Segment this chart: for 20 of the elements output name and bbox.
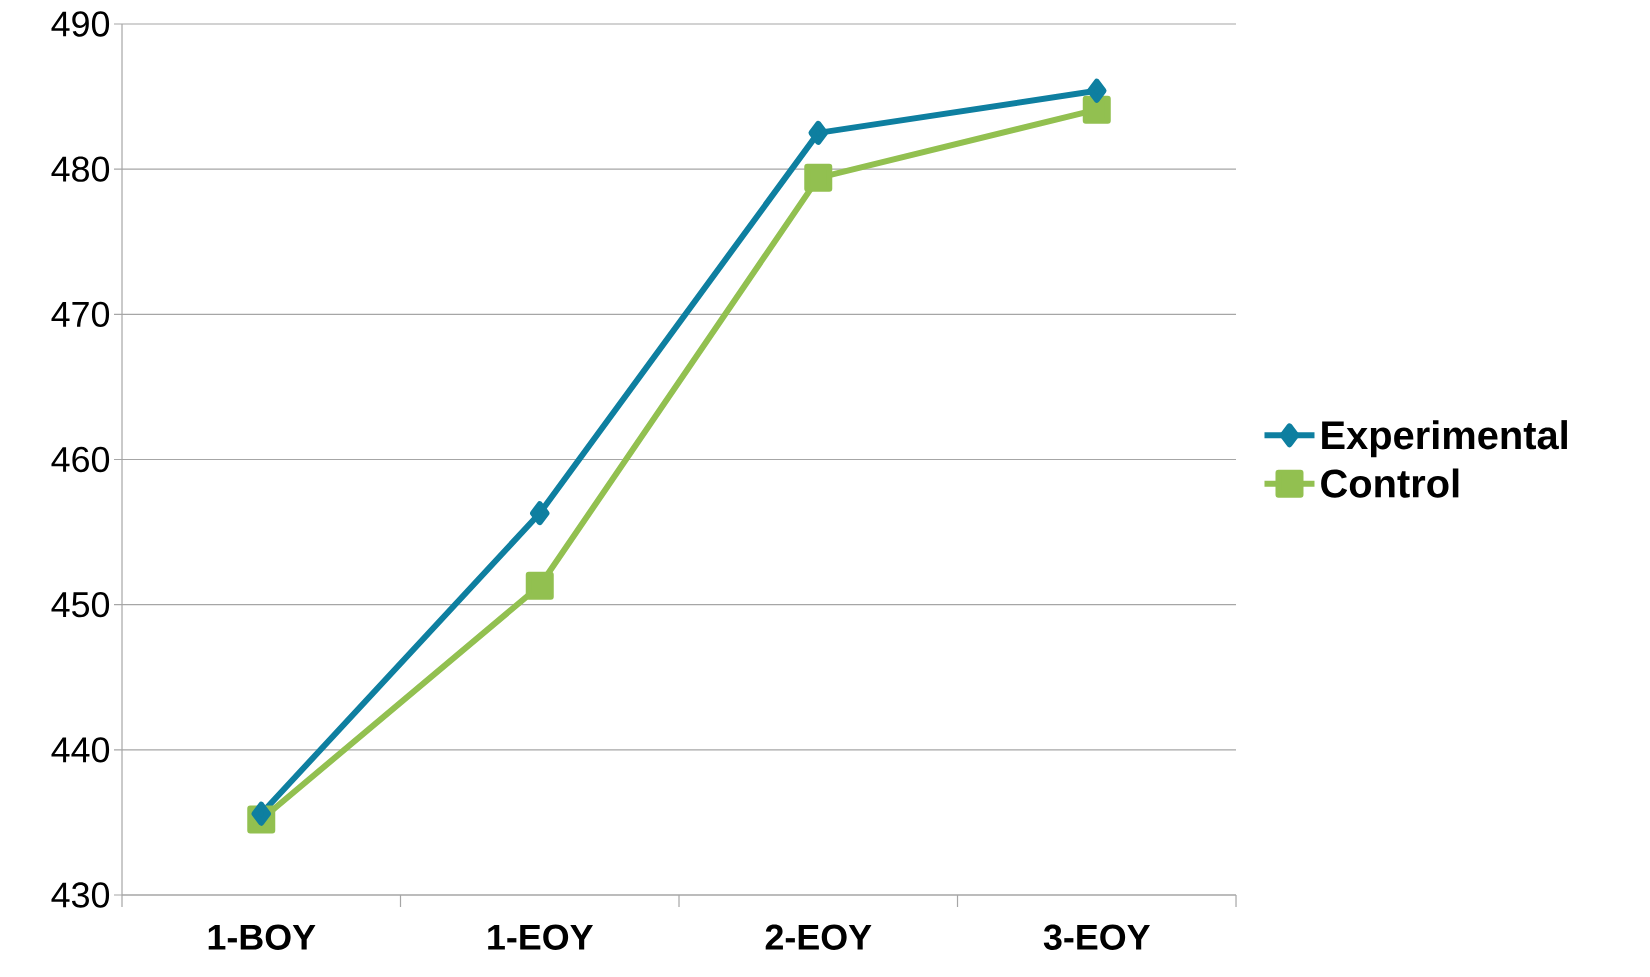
- y-tick-label: 480: [51, 156, 110, 182]
- point: [1082, 95, 1111, 124]
- y-tick-label: 460: [51, 446, 110, 473]
- legend-label: Control: [1321, 468, 1459, 498]
- point: [525, 571, 554, 600]
- point: [804, 163, 833, 192]
- y-tick-label: 430: [51, 882, 110, 908]
- legend-label: Experimental: [1322, 420, 1567, 458]
- x-tick-label: 1-BOY: [208, 924, 316, 950]
- y-tick-label: 470: [51, 301, 110, 328]
- point: [251, 801, 271, 826]
- x-tick-label: 3-EOY: [1043, 924, 1150, 950]
- y-tick-label: 450: [51, 591, 110, 618]
- point: [808, 120, 829, 145]
- point: [1087, 78, 1107, 103]
- point: [530, 501, 550, 526]
- x-tick-label: 1-EOY: [488, 924, 593, 950]
- y-tick-label: 490: [51, 11, 110, 37]
- x-tick-label: 2-EOY: [765, 924, 872, 950]
- y-tick-label: 440: [51, 737, 110, 763]
